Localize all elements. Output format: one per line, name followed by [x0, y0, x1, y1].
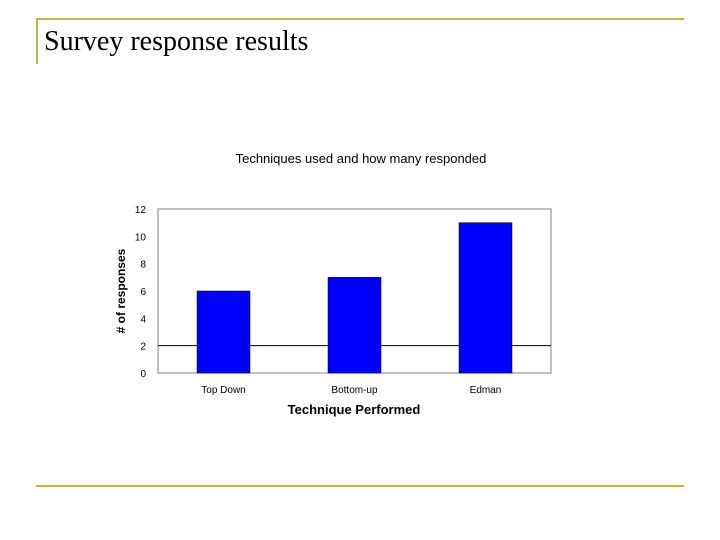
y-tick-label: 2: [140, 342, 146, 353]
chart-title: Techniques used and how many responded: [236, 151, 487, 166]
y-tick-label: 8: [140, 260, 146, 271]
bar-edman: [458, 222, 513, 374]
y-tick-label: 0: [140, 369, 146, 380]
y-axis-label: # of responses: [114, 248, 128, 333]
slide-title: Survey response results: [44, 26, 309, 57]
x-axis-label: Technique Performed: [288, 402, 421, 417]
x-tick-label: Edman: [470, 385, 502, 396]
y-axis-ticks: 0 2 4 6 8 10 12: [135, 205, 147, 380]
bars: [196, 222, 513, 374]
x-axis-ticks: Top Down Bottom-up Edman: [201, 385, 501, 396]
x-tick-label: Bottom-up: [331, 385, 378, 396]
x-tick-label: Top Down: [201, 385, 245, 396]
y-tick-label: 12: [135, 205, 147, 216]
bottom-rule: [36, 485, 684, 487]
left-rule: [36, 18, 38, 64]
bar-bottom-up: [327, 277, 382, 374]
y-tick-label: 4: [140, 314, 146, 325]
y-tick-label: 6: [140, 287, 146, 298]
top-rule: [36, 18, 684, 20]
y-tick-label: 10: [135, 232, 147, 243]
bar-top-down: [196, 290, 251, 374]
